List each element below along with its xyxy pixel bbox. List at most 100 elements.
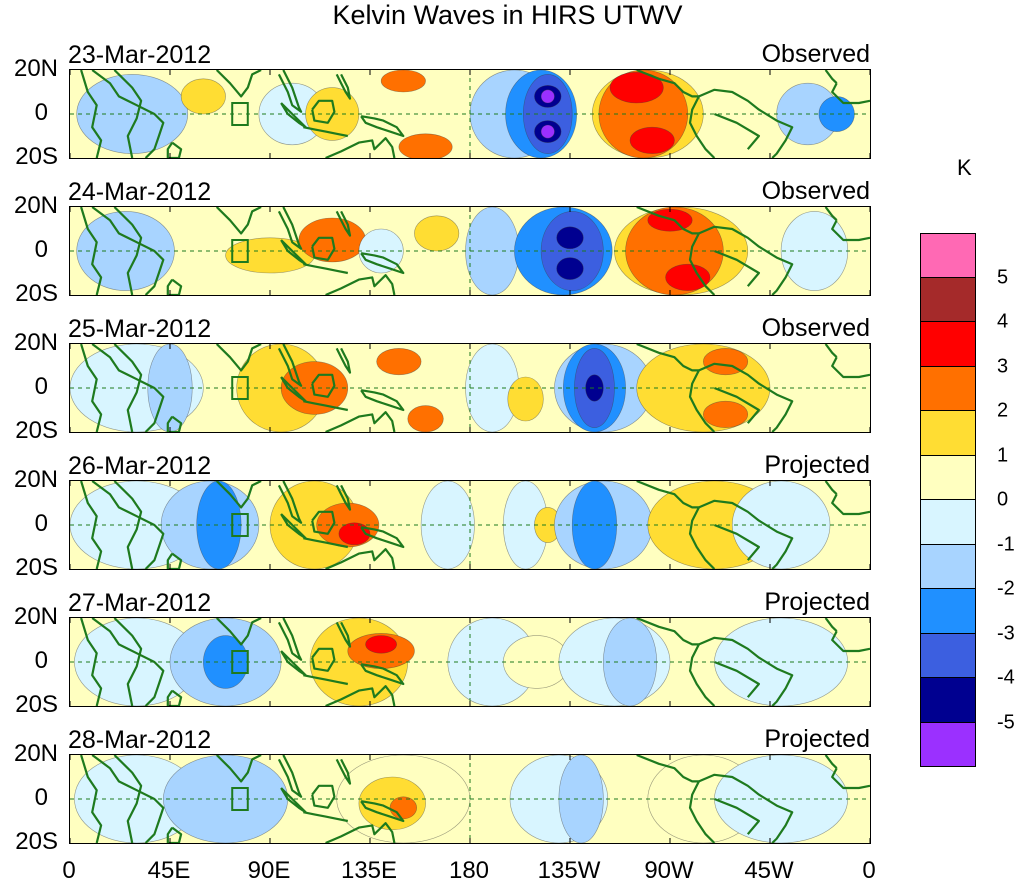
coastline bbox=[698, 88, 794, 158]
anomaly-contour bbox=[665, 263, 711, 291]
coastline bbox=[80, 207, 103, 295]
lon-label-90w: 90W bbox=[644, 857, 694, 884]
coastline bbox=[166, 141, 183, 158]
coastline bbox=[311, 510, 336, 535]
lon-label-135e: 135E bbox=[340, 857, 398, 884]
coastline bbox=[277, 481, 303, 524]
anomaly-contour bbox=[376, 348, 422, 376]
coastline bbox=[80, 70, 103, 158]
coastline bbox=[824, 755, 838, 769]
coastline bbox=[91, 481, 165, 569]
coastline bbox=[277, 70, 303, 113]
coastline bbox=[831, 356, 870, 379]
anomaly-contour bbox=[507, 376, 544, 422]
coastline bbox=[80, 755, 103, 843]
coastline bbox=[698, 499, 794, 569]
coastline bbox=[303, 400, 349, 412]
map-title: Kelvin Waves in HIRS UTWV bbox=[332, 0, 683, 30]
colorbar-swatch bbox=[920, 544, 976, 589]
anomaly-contour bbox=[629, 126, 675, 154]
coastline bbox=[360, 115, 405, 138]
coastline bbox=[113, 481, 143, 569]
colorbar-label: -2 bbox=[997, 577, 1015, 600]
coastline bbox=[113, 344, 143, 432]
map-panel bbox=[69, 69, 871, 159]
anomaly-contour bbox=[731, 481, 831, 569]
lat-label-20n: 20N bbox=[13, 603, 58, 630]
coastline bbox=[311, 99, 336, 124]
anomaly-contour bbox=[407, 405, 444, 432]
coastline bbox=[215, 755, 262, 783]
coastline bbox=[824, 344, 838, 358]
coastline bbox=[335, 758, 352, 785]
coastline bbox=[91, 70, 165, 158]
colorbar-swatch bbox=[920, 233, 976, 278]
lon-label-0: 0 bbox=[62, 857, 76, 884]
coastline bbox=[311, 373, 336, 398]
map-field bbox=[70, 207, 870, 295]
coastline bbox=[277, 207, 303, 250]
coastline bbox=[636, 344, 699, 372]
colorbar-swatch bbox=[920, 678, 976, 723]
coastline bbox=[91, 755, 165, 843]
panel-type: Observed bbox=[761, 40, 870, 68]
colorbar-swatch bbox=[920, 589, 976, 634]
coastline bbox=[713, 386, 761, 424]
coastline bbox=[311, 236, 336, 261]
coastline bbox=[335, 347, 352, 374]
map-field bbox=[70, 481, 870, 569]
coastline bbox=[303, 674, 349, 686]
coastline bbox=[325, 274, 396, 295]
panel-date: 25-Mar-2012 bbox=[68, 315, 212, 343]
coastline bbox=[636, 70, 699, 98]
lon-label-45w: 45W bbox=[744, 857, 794, 884]
coastline bbox=[831, 493, 870, 516]
colorbar-label: -3 bbox=[997, 622, 1015, 644]
coastline bbox=[166, 689, 183, 706]
lat-label-20n: 20N bbox=[13, 55, 58, 82]
coastline bbox=[698, 636, 794, 706]
colorbar-label: -5 bbox=[997, 711, 1015, 733]
colorbar-swatch bbox=[920, 455, 976, 500]
colorbar-swatch bbox=[920, 277, 976, 322]
anomaly-contour bbox=[180, 78, 226, 115]
coastline bbox=[636, 207, 699, 235]
map-panel bbox=[69, 480, 871, 570]
map-field bbox=[70, 70, 870, 158]
coastline bbox=[80, 344, 103, 432]
coastline bbox=[824, 618, 838, 632]
colorbar-label: 0 bbox=[997, 488, 1009, 511]
coastline bbox=[215, 481, 262, 509]
anomaly-contour bbox=[389, 796, 417, 820]
map-panel bbox=[69, 343, 871, 433]
anomaly-contour bbox=[196, 481, 242, 569]
lat-label-20s: 20S bbox=[15, 554, 58, 581]
coastline bbox=[688, 369, 716, 432]
coastline bbox=[360, 663, 405, 686]
coastline bbox=[636, 618, 699, 646]
map-panel bbox=[69, 617, 871, 707]
anomaly-contour bbox=[540, 89, 555, 104]
coastline bbox=[91, 207, 165, 295]
anomaly-contour bbox=[540, 124, 555, 139]
lat-label-0: 0 bbox=[34, 510, 48, 537]
coastline bbox=[698, 225, 794, 295]
lat-label-0: 0 bbox=[34, 373, 48, 400]
coastline bbox=[325, 822, 396, 843]
colorbar-swatch bbox=[920, 366, 976, 411]
coastline bbox=[360, 526, 405, 549]
coastline bbox=[91, 344, 165, 432]
coastline bbox=[80, 618, 103, 706]
coastline bbox=[215, 618, 262, 646]
coastline bbox=[166, 278, 183, 295]
anomaly-contour bbox=[556, 257, 584, 280]
coastline bbox=[91, 618, 165, 706]
panel-date: 23-Mar-2012 bbox=[68, 41, 212, 69]
coastline bbox=[698, 362, 794, 432]
lat-label-0: 0 bbox=[34, 236, 48, 263]
map-panel bbox=[69, 206, 871, 296]
coastline bbox=[166, 415, 183, 432]
colorbar-swatch bbox=[920, 633, 976, 678]
anomaly-contour bbox=[414, 215, 460, 252]
anomaly-contour bbox=[558, 755, 604, 843]
